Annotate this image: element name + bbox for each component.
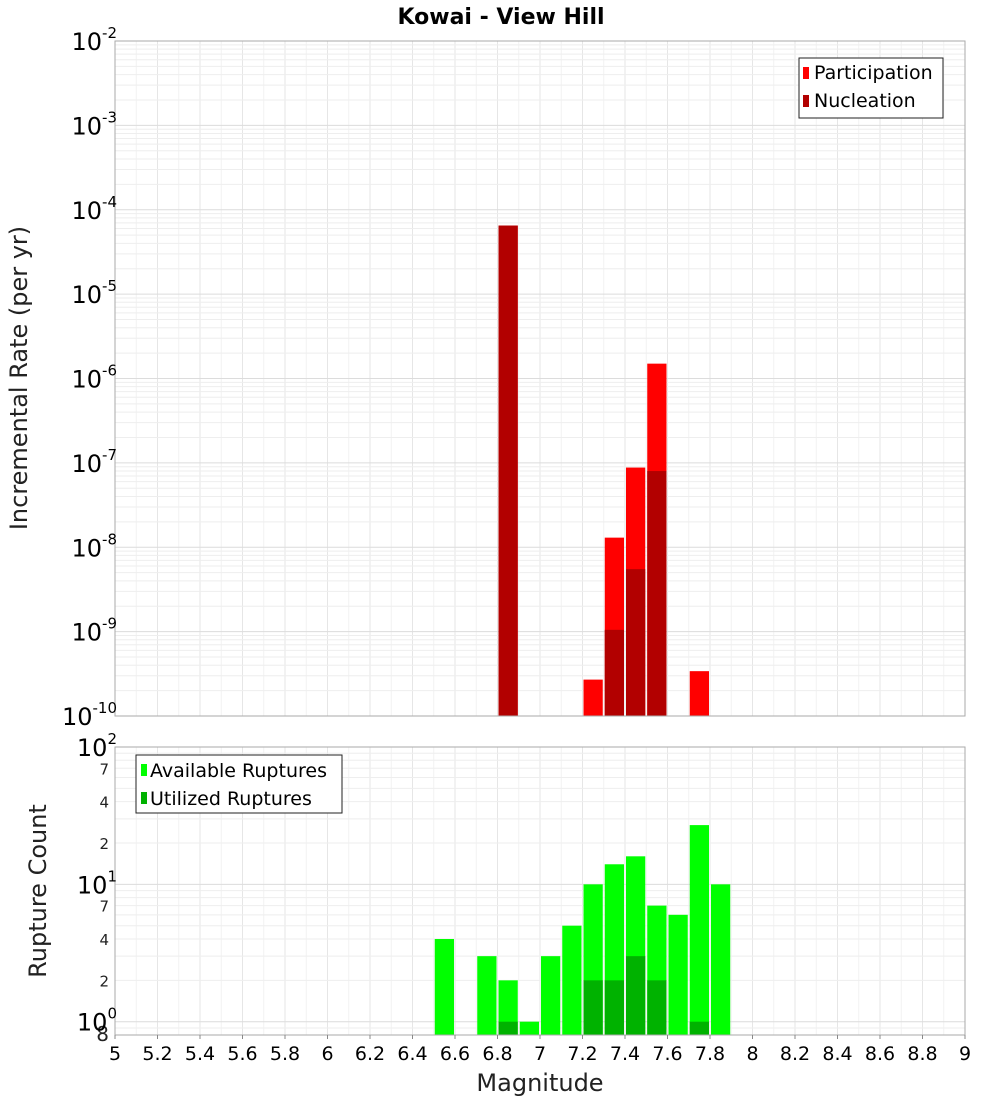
top-y-axis-label: Incremental Rate (per yr) [5, 226, 33, 530]
x-tick-label: 7 [534, 1043, 546, 1065]
y-tick-label: 10-9 [71, 615, 117, 647]
x-axis-ticks: 5 5.2 5.4 5.6 5.8 6 6.2 6.4 6.6 6.8 7 7.2 7.4 7.6 7.8 8… [109, 1035, 971, 1065]
bar-nucleation [626, 569, 646, 716]
bottom-legend: Available Ruptures Utilized Ruptures [135, 754, 343, 814]
y-tick-label: 10-2 [71, 24, 117, 56]
y-tick-label-minor: 7 [99, 760, 109, 778]
legend-swatch-utilized [141, 792, 147, 804]
x-tick-label: 5 [109, 1043, 121, 1065]
bar-utilized-ruptures [498, 1021, 518, 1035]
bar-participation [689, 671, 709, 716]
bar-participation [583, 679, 603, 716]
y-tick-label: 102 [77, 730, 117, 762]
bar-available-ruptures [541, 956, 561, 1035]
x-tick-label: 6.6 [440, 1043, 470, 1065]
bar-utilized-ruptures [604, 980, 624, 1035]
bar-utilized-ruptures [583, 980, 603, 1035]
y-tick-label-minor: 4 [99, 931, 109, 949]
x-tick-label: 7.2 [567, 1043, 597, 1065]
x-tick-label: 7.4 [610, 1043, 640, 1065]
y-tick-label: 10-5 [71, 277, 117, 309]
legend-swatch-participation [803, 67, 809, 79]
x-tick-label: 7.8 [695, 1043, 725, 1065]
x-tick-label: 5.6 [227, 1043, 257, 1065]
x-tick-label: 8.4 [822, 1043, 852, 1065]
x-tick-label: 6.4 [397, 1043, 427, 1065]
top-gridlines [114, 40, 966, 717]
y-tick-label-minor: 2 [99, 972, 109, 990]
bar-available-ruptures [562, 925, 582, 1035]
x-tick-label: 5.8 [270, 1043, 300, 1065]
top-panel-plot-area: 10-10 10-9 10-8 10-7 10-6 10-5 10-4 10-3 10-2 In… [5, 24, 966, 731]
bottom-y-axis-label: Rupture Count [24, 804, 52, 978]
y-tick-label: 101 [77, 867, 117, 899]
bar-available-ruptures [689, 825, 709, 1035]
legend-label-available: Available Ruptures [150, 760, 327, 782]
bar-nucleation [498, 225, 518, 716]
y-tick-label-minor: 4 [99, 794, 109, 812]
y-tick-label: 100 [77, 1005, 117, 1037]
bar-available-ruptures [434, 939, 454, 1035]
y-tick-label: 10-8 [71, 530, 117, 562]
y-tick-label-minor: 8 [96, 1022, 109, 1046]
x-tick-label: 6 [321, 1043, 333, 1065]
legend-label-nucleation: Nucleation [814, 90, 916, 112]
x-tick-label: 8.2 [780, 1043, 810, 1065]
y-tick-label-minor: 2 [99, 835, 109, 853]
x-tick-label: 5.2 [142, 1043, 172, 1065]
x-tick-label: 6.2 [355, 1043, 385, 1065]
x-tick-label: 5.4 [185, 1043, 215, 1065]
top-legend: Participation Nucleation [798, 57, 944, 119]
y-tick-label: 10-3 [71, 108, 117, 140]
x-tick-label: 9 [959, 1043, 971, 1065]
x-tick-label: 6.8 [482, 1043, 512, 1065]
top-y-axis-ticks: 10-10 10-9 10-8 10-7 10-6 10-5 10-4 10-3 10-2 [62, 24, 117, 731]
x-axis-label: Magnitude [476, 1069, 603, 1097]
bar-available-ruptures [477, 956, 497, 1035]
legend-label-participation: Participation [814, 62, 933, 84]
bar-available-ruptures [498, 980, 518, 1035]
bar-available-ruptures [711, 884, 731, 1035]
x-tick-label: 8.8 [907, 1043, 937, 1065]
legend-label-utilized: Utilized Ruptures [150, 788, 312, 810]
top-bars [498, 225, 709, 716]
y-tick-label: 10-7 [71, 446, 117, 478]
bar-available-ruptures [519, 1021, 539, 1035]
bottom-bars [434, 825, 731, 1035]
legend-swatch-nucleation [803, 95, 809, 107]
chart-title: Kowai - View Hill [397, 5, 604, 30]
y-tick-label: 10-10 [62, 699, 117, 731]
bar-nucleation [604, 629, 624, 716]
x-tick-label: 7.6 [652, 1043, 682, 1065]
legend-swatch-available [141, 764, 147, 776]
x-tick-label: 8 [746, 1043, 758, 1065]
y-tick-label: 10-4 [71, 193, 117, 225]
bar-utilized-ruptures [647, 980, 667, 1035]
y-tick-label: 10-6 [71, 362, 117, 394]
bar-available-ruptures [668, 914, 688, 1035]
bar-utilized-ruptures [626, 956, 646, 1035]
bar-utilized-ruptures [689, 1021, 709, 1035]
y-tick-label-minor: 7 [99, 898, 109, 916]
x-tick-label: 8.6 [865, 1043, 895, 1065]
bar-nucleation [647, 471, 667, 716]
